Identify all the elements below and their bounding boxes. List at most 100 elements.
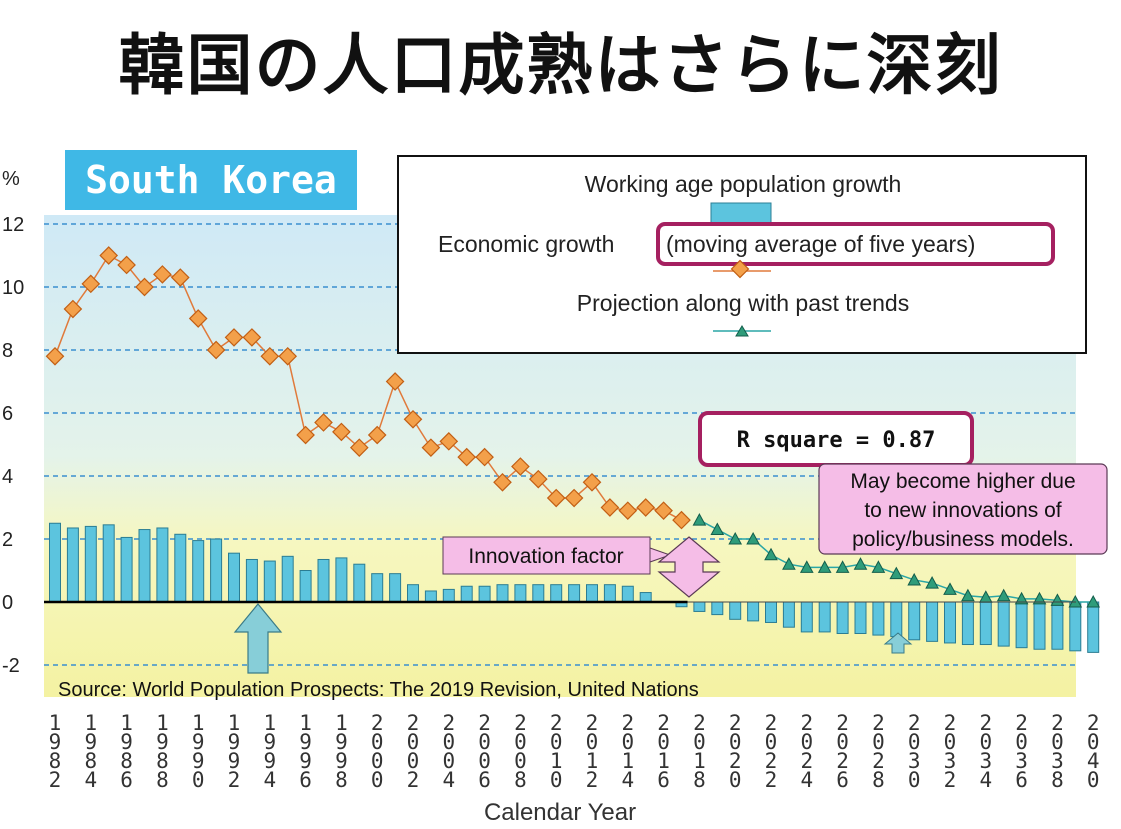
legend: Working age population growth Economic g… [397,155,1087,354]
bar [120,536,133,603]
economic-growth-point [45,346,65,366]
bar [210,538,223,603]
bar [926,601,939,642]
projection-point [996,588,1011,602]
bar [496,584,509,603]
bar [961,601,974,646]
bar [836,601,849,634]
projection-point [1050,593,1065,606]
projection-point [943,582,957,595]
bar [1051,601,1064,650]
bar [156,527,169,603]
bar [944,601,956,644]
bar [586,584,598,603]
economic-growth-point [188,309,208,328]
bar [782,601,795,628]
economic-growth-point [242,328,262,347]
projection-point [692,513,707,526]
innovation-double-arrow [657,536,721,598]
panel-label: South Korea [65,150,357,210]
y-tick-label: 12 [2,214,24,236]
innovation-factor: Innovation factor [442,536,721,598]
projection-point [1086,594,1101,608]
y-tick-label: 8 [2,340,13,362]
legend-triangle-marker [735,325,749,337]
projection-point [710,522,725,536]
economic-growth-point [314,413,333,432]
legend-economic-highlight [656,222,1055,266]
bar [800,601,813,633]
bar [514,584,527,603]
economic-growth-point [296,425,315,445]
bar [854,601,867,634]
economic-growth-point [170,268,190,287]
economic-growth-point [636,498,656,517]
projection-point [1014,591,1029,605]
bar [335,557,348,603]
bar [1087,601,1100,653]
y-tick-label: 0 [2,592,13,614]
legend-economic-boxed: (moving average of five years) [666,231,975,257]
projection-point [782,557,796,570]
bar [49,522,61,603]
r-square-text: R square = 0.87 [737,428,936,453]
projection-point [764,547,778,561]
economic-growth-point [421,438,441,457]
economic-growth-point [206,340,226,360]
bar [460,585,473,603]
source-note: Source: World Population Prospects: The … [58,679,699,701]
economic-growth-series [45,246,691,530]
y-tick-label: 2 [2,529,13,551]
bar [389,573,402,603]
projection-point [746,531,760,545]
higher-note-line-3: policy/business models. [852,528,1074,551]
bar [424,590,437,603]
legend-working-age-label: Working age population growth [585,171,902,197]
bar [174,533,187,603]
bar [997,601,1010,647]
legend-projection-label: Projection along with past trends [577,290,909,316]
bar [1015,601,1028,649]
page-title: 韓国の人口成熟はさらに深刻 [118,27,1003,104]
r-square-box: R square = 0.87 [698,411,974,467]
y-tick-label: 6 [2,403,13,425]
y-tick-label: 10 [2,277,24,299]
bar [66,527,79,603]
economic-growth-point [224,328,244,347]
bar [263,560,276,603]
panel-label-text: South Korea [85,158,337,202]
economic-growth-point [385,372,405,391]
projection-series [692,513,1101,608]
economic-growth-point [546,488,566,508]
bar [299,570,312,603]
bar [442,588,455,603]
higher-note-line-2: to new innovations of [864,499,1061,522]
projection-point [817,560,832,573]
bar [908,601,921,641]
economic-growth-point [618,501,638,520]
economic-growth-point [493,472,512,492]
legend-economic-label: Economic growth [438,231,614,257]
bar [639,592,652,603]
economic-growth-point [153,265,172,284]
economic-growth-point [475,447,494,467]
bar [765,601,777,623]
bar [621,585,634,603]
